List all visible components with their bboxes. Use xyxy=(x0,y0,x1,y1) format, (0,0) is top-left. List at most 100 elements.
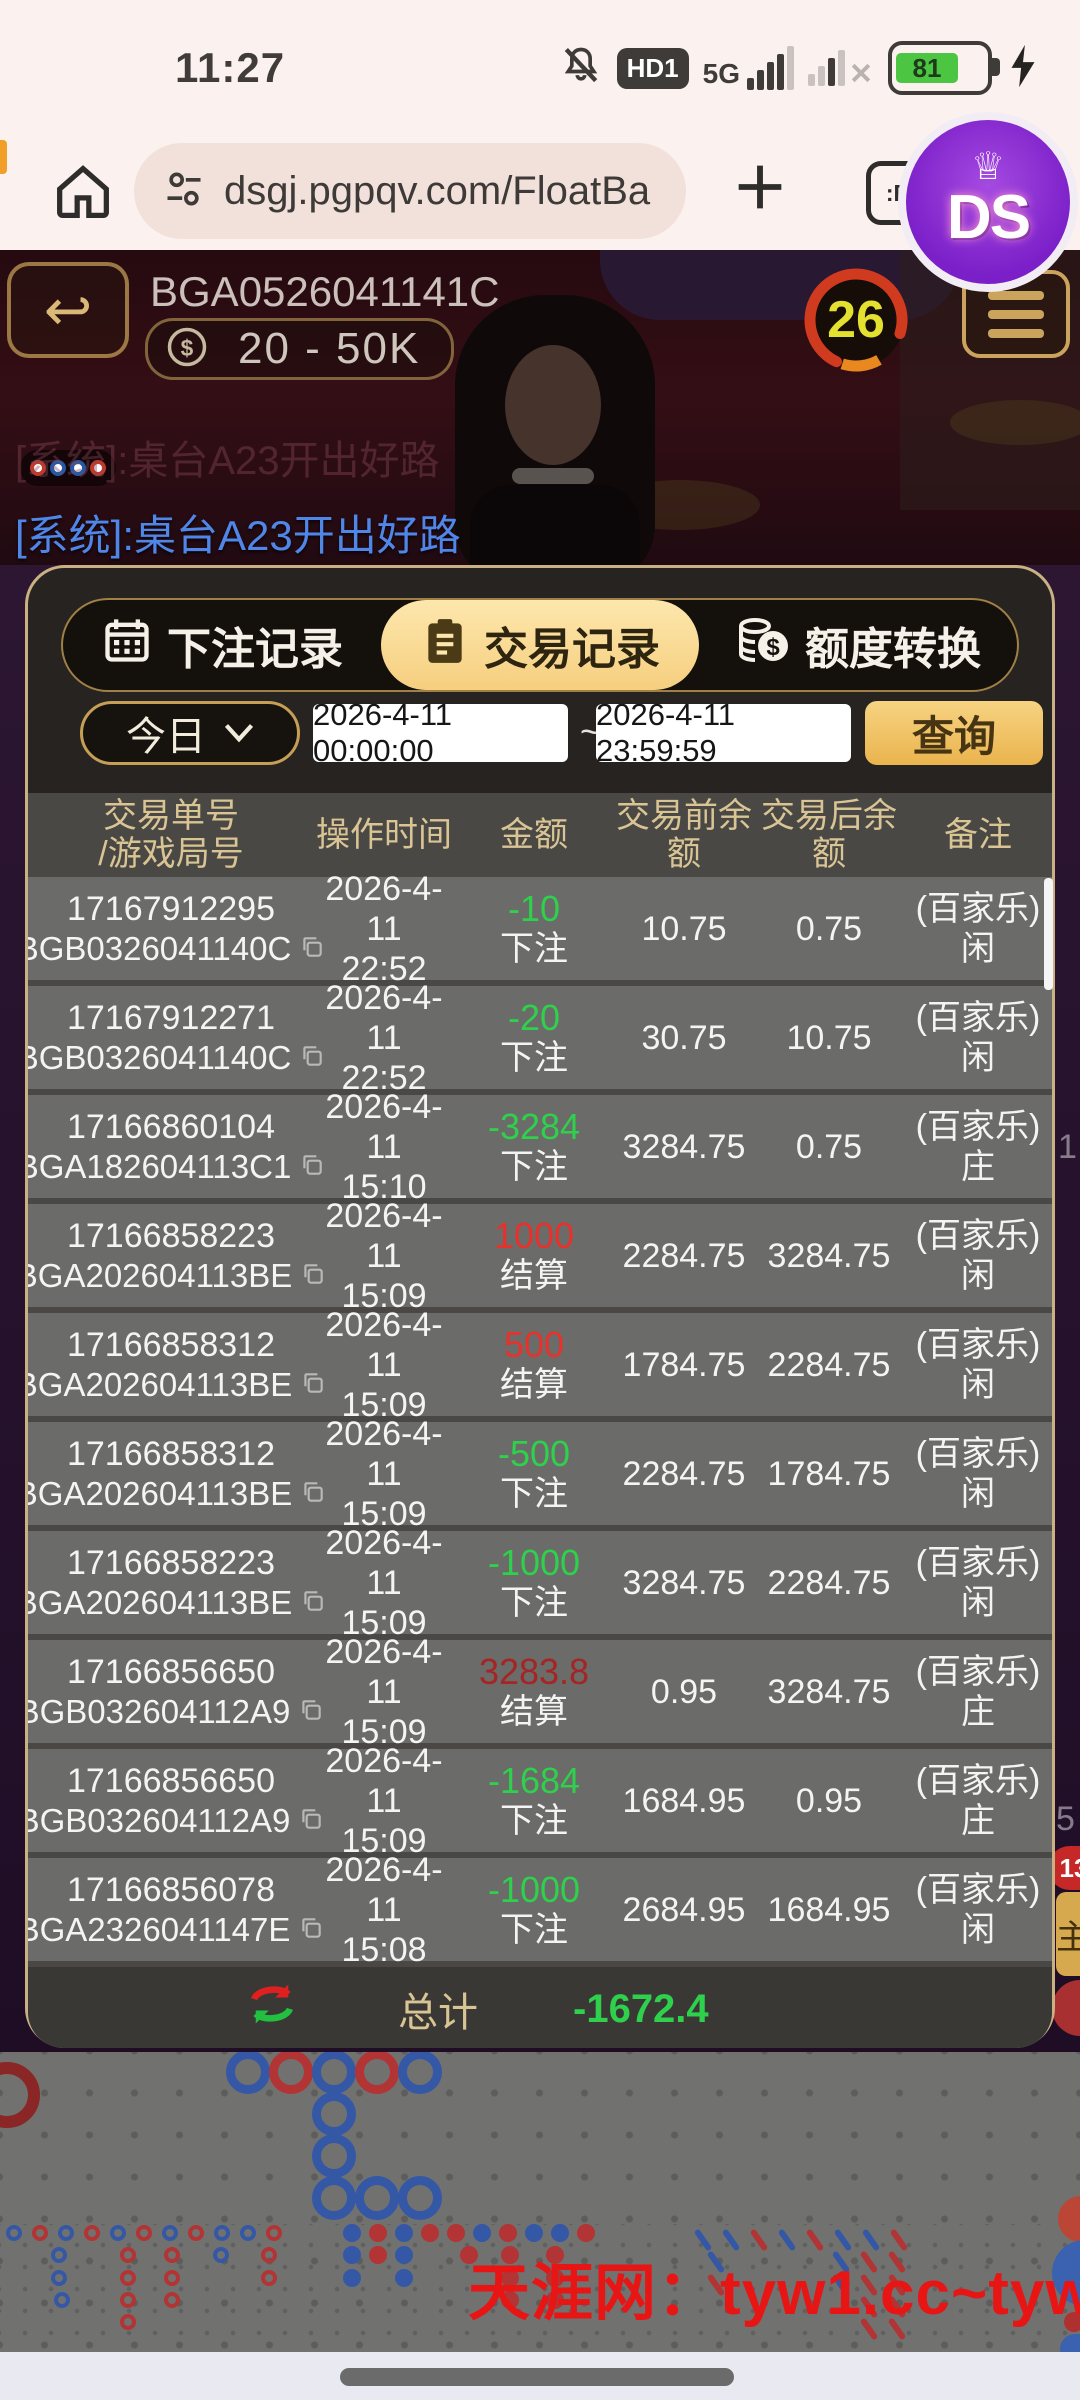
balance-after-cell: 1684.95 xyxy=(767,1890,891,1929)
column-header: 备注 xyxy=(944,816,1012,854)
copy-icon[interactable] xyxy=(300,1583,326,1623)
small-road-blue xyxy=(51,2247,67,2263)
small-road-red xyxy=(164,2292,180,2308)
edge-road-dot xyxy=(1064,2312,1080,2332)
balance-after-cell: 2284.75 xyxy=(767,1563,891,1602)
new-tab-icon[interactable] xyxy=(728,155,792,224)
balance-before-cell: 30.75 xyxy=(641,1018,727,1057)
gesture-pill[interactable] xyxy=(340,2368,734,2386)
eye-road-red xyxy=(546,2269,564,2287)
copy-icon[interactable] xyxy=(299,1038,325,1078)
eye-road-blue xyxy=(395,2224,413,2242)
small-road-blue xyxy=(110,2225,126,2241)
big-road-blue xyxy=(312,2176,356,2220)
small-road-red xyxy=(164,2270,180,2286)
table-body[interactable]: 17167912295 BGB0326041140C 2026-4-11 22:52-… xyxy=(28,870,1052,1969)
small-road-red xyxy=(120,2270,136,2286)
transaction-row: 17167912271 BGB0326041140C 2026-4-11 22:52-… xyxy=(28,979,1052,1097)
column-header: 操作时间 xyxy=(316,816,452,854)
order-number: 17166858223 xyxy=(66,1543,275,1582)
query-button[interactable]: 查询 xyxy=(865,701,1043,765)
amount-cell: -1000 下注 xyxy=(487,1541,581,1622)
svg-text:$: $ xyxy=(181,334,194,360)
eye-road-red xyxy=(369,2224,387,2242)
order-cell: 17166860104 BGA182604113C1 xyxy=(28,1107,323,1187)
back-button[interactable]: ↩ xyxy=(7,262,129,358)
balance-before-cell: 3284.75 xyxy=(622,1563,746,1602)
eye-road-red xyxy=(447,2224,465,2242)
big-road-blue xyxy=(355,2176,399,2220)
copy-icon[interactable] xyxy=(300,1256,326,1296)
copy-icon[interactable] xyxy=(298,1801,324,1841)
transaction-row: 17166858312 BGA202604113BE 2026-4-11 15:09-… xyxy=(28,1415,1052,1533)
small-road-red xyxy=(120,2314,136,2330)
balance-before-cell: 0.95 xyxy=(650,1672,718,1711)
edge-gold-button[interactable]: 主 xyxy=(1056,1892,1080,1976)
transaction-row: 17167912295 BGB0326041140C 2026-4-11 22:52-… xyxy=(28,870,1052,988)
eye-road-red xyxy=(499,2224,517,2242)
edge-yellow-tick xyxy=(0,140,7,174)
remark-cell: (百家乐) 闲 xyxy=(915,1870,1041,1949)
amount-cell: -20 下注 xyxy=(500,996,568,1077)
watermark-text: 天涯网：tyw1.cc~tyw8.cc xyxy=(468,2259,1080,2328)
refresh-icon[interactable] xyxy=(246,1978,298,2040)
table-scrollbar[interactable] xyxy=(1044,878,1053,990)
filter-row: 今日 2026-4-11 00:00:00 ~ 2026-4-11 23:59:… xyxy=(28,697,1058,771)
copy-icon[interactable] xyxy=(298,1910,324,1950)
small-road-blue xyxy=(240,2225,256,2241)
balance-before-cell: 10.75 xyxy=(641,909,727,948)
edge-road-button[interactable] xyxy=(1058,2196,1080,2242)
small-road-blue xyxy=(51,2270,67,2286)
balance-after-cell: 1784.75 xyxy=(767,1454,891,1493)
time-cell: 2026-4-11 15:09 xyxy=(325,1414,443,1533)
time-cell: 2026-4-11 15:09 xyxy=(325,1305,443,1424)
copy-icon[interactable] xyxy=(300,1365,326,1405)
address-bar[interactable]: dsgj.pgpqv.com/FloatBa xyxy=(134,143,686,239)
date-preset-dropdown[interactable]: 今日 xyxy=(80,701,300,765)
eye-road-red xyxy=(546,2246,564,2264)
site-settings-icon[interactable] xyxy=(162,167,206,216)
url-text: dsgj.pgpqv.com/FloatBa xyxy=(224,168,651,213)
chip-icon xyxy=(50,460,66,476)
eye-road-red xyxy=(421,2224,439,2242)
balance-before-cell: 2284.75 xyxy=(622,1236,746,1275)
balance-before-cell: 2284.75 xyxy=(622,1454,746,1493)
tab-quota-transfer[interactable]: $ 额度转换 xyxy=(699,600,1017,690)
svg-text:$: $ xyxy=(766,634,780,661)
copy-icon[interactable] xyxy=(298,1692,324,1732)
game-number: BGA182604113C1 xyxy=(28,1147,292,1185)
copy-icon[interactable] xyxy=(300,1474,326,1514)
chip-row xyxy=(20,450,116,486)
copy-icon[interactable] xyxy=(299,1147,325,1187)
order-cell: 17166856650 BGB032604112A9 xyxy=(28,1761,322,1841)
status-bar: 11:27 HD1 5G 81 xyxy=(0,0,1080,135)
home-icon[interactable] xyxy=(48,157,118,232)
game-round-id: BGA0526041141C xyxy=(150,268,500,315)
balance-before-cell: 2684.95 xyxy=(622,1890,746,1929)
hd-voice-badge: HD1 xyxy=(616,47,689,89)
balance-after-cell: 3284.75 xyxy=(767,1672,891,1711)
big-road-blue xyxy=(312,2052,356,2094)
eye-road-red xyxy=(369,2246,387,2264)
countdown-timer: 26 xyxy=(800,264,912,376)
tab-bet-records[interactable]: 下注记录 xyxy=(63,600,381,690)
game-number: BGB032604112A9 xyxy=(28,1801,291,1839)
eye-road-red xyxy=(546,2291,564,2309)
amount-cell: -500 下注 xyxy=(497,1432,571,1513)
balance-after-cell: 0.75 xyxy=(795,1127,863,1166)
small-road-blue xyxy=(54,2292,70,2308)
tab-transaction-records[interactable]: 交易记录 xyxy=(381,600,699,690)
balance-after-cell: 10.75 xyxy=(786,1018,872,1057)
end-datetime-input[interactable]: 2026-4-11 23:59:59 xyxy=(596,697,851,768)
balance-after-cell: 2284.75 xyxy=(767,1345,891,1384)
time-cell: 2026-4-11 15:09 xyxy=(325,1196,443,1315)
amount-cell: 500 结算 xyxy=(500,1323,568,1404)
status-icons: HD1 5G 81 xyxy=(559,38,1040,98)
ds-brand-logo[interactable]: ♕ DS xyxy=(898,112,1078,292)
total-value: -1672.4 xyxy=(573,1986,709,2031)
coins-icon: $ xyxy=(735,614,791,677)
start-datetime-input[interactable]: 2026-4-11 00:00:00 xyxy=(313,697,568,768)
order-cell: 17166856650 BGB032604112A9 xyxy=(28,1652,322,1732)
copy-icon[interactable] xyxy=(299,929,325,969)
eye-road-red xyxy=(577,2224,595,2242)
